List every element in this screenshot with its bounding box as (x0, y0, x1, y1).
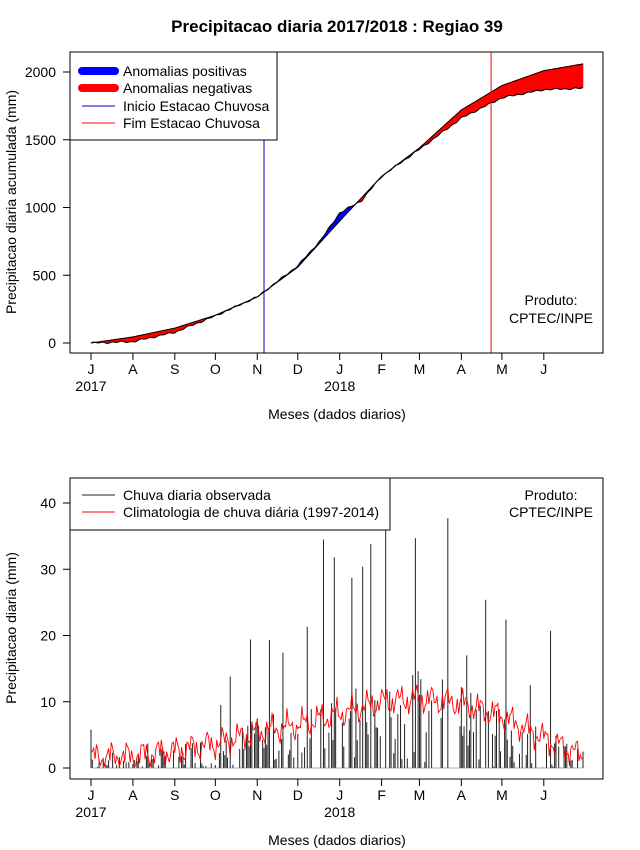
legend-positive-label: Anomalias positivas (123, 63, 247, 79)
legend-end-label: Fim Estacao Chuvosa (123, 115, 260, 131)
top-product-label-line2: CPTEC/INPE (509, 310, 593, 326)
bottom-x-tick-label: N (252, 787, 262, 803)
legend-start-label: Inicio Estacao Chuvosa (123, 98, 270, 114)
bottom-x-axis-label: Meses (dados diarios) (268, 832, 406, 848)
top-product-label-line1: Produto: (525, 292, 578, 308)
bottom-product-label-line1: Produto: (525, 487, 578, 503)
top-x-tick-label: N (252, 361, 262, 377)
top-x-tick-label: J (88, 361, 95, 377)
top-x-tick-label: J (540, 361, 547, 377)
top-year-label: 2017 (75, 378, 106, 394)
top-y-tick-label: 2000 (25, 64, 56, 80)
positive-anomaly-area (270, 201, 358, 288)
top-y-tick-label: 1500 (25, 132, 56, 148)
bottom-legend-box (69, 477, 391, 531)
bottom-y-tick-label: 20 (40, 628, 56, 644)
bottom-x-tick-label: A (457, 787, 467, 803)
top-y-axis: 0 500 1000 1500 2000 (25, 64, 71, 351)
top-x-tick-label: A (457, 361, 467, 377)
top-y-tick-label: 0 (48, 335, 56, 351)
bottom-x-tick-label: S (170, 787, 179, 803)
bottom-x-tick-label: A (128, 787, 138, 803)
top-x-tick-label: M (496, 361, 508, 377)
bottom-y-axis-label: Precipitacao diaria (mm) (3, 552, 19, 704)
top-x-tick-label: D (293, 361, 303, 377)
top-x-tick-label: F (377, 361, 386, 377)
bottom-x-tick-label: M (414, 787, 426, 803)
top-x-tick-label: S (170, 361, 179, 377)
bottom-x-tick-label: J (88, 787, 95, 803)
bottom-y-tick-label: 0 (48, 760, 56, 776)
bottom-x-tick-label: F (377, 787, 386, 803)
top-legend-box (69, 51, 278, 141)
top-year-label: 2018 (324, 378, 355, 394)
bottom-year-label: 2017 (75, 804, 106, 820)
bottom-x-tick-label: O (210, 787, 221, 803)
legend-climatology-label: Climatologia de chuva diária (1997-2014) (123, 504, 379, 520)
climatology-daily-line (90, 684, 584, 768)
top-y-tick-label: 1000 (25, 200, 56, 216)
observed-rain-bars (90, 509, 584, 769)
chart-title: Precipitacao diaria 2017/2018 : Regiao 3… (171, 17, 503, 36)
top-x-axis-label: Meses (dados diarios) (268, 406, 406, 422)
top-x-tick-label: M (414, 361, 426, 377)
bottom-product-label-line2: CPTEC/INPE (509, 504, 593, 520)
top-y-axis-label: Precipitacao diaria acumulada (mm) (3, 90, 19, 314)
top-legend: Anomalias positivas Anomalias negativas … (69, 51, 278, 141)
bottom-year-label: 2018 (324, 804, 355, 820)
observed-cumulative-line (90, 87, 584, 344)
bottom-y-tick-label: 10 (40, 694, 56, 710)
negative-anomaly-area (397, 63, 584, 165)
top-y-tick-label: 500 (33, 267, 57, 283)
bottom-x-tick-label: J (540, 787, 547, 803)
legend-negative-label: Anomalias negativas (123, 80, 252, 96)
top-x-tick-label: J (336, 361, 343, 377)
climatology-cumulative-line (90, 63, 584, 344)
top-x-tick-label: O (210, 361, 221, 377)
legend-observed-label: Chuva diaria observada (123, 487, 271, 503)
top-x-tick-label: A (128, 361, 138, 377)
accumulation-lines (90, 63, 584, 344)
bottom-y-tick-label: 30 (40, 561, 56, 577)
bottom-y-axis: 0 10 20 30 40 (40, 495, 71, 776)
climatology-line-group (90, 684, 584, 768)
bottom-x-tick-label: D (293, 787, 303, 803)
bottom-x-tick-label: J (336, 787, 343, 803)
bottom-legend: Chuva diaria observada Climatologia de c… (69, 477, 391, 531)
bottom-x-tick-label: M (496, 787, 508, 803)
bottom-y-tick-label: 40 (40, 495, 56, 511)
